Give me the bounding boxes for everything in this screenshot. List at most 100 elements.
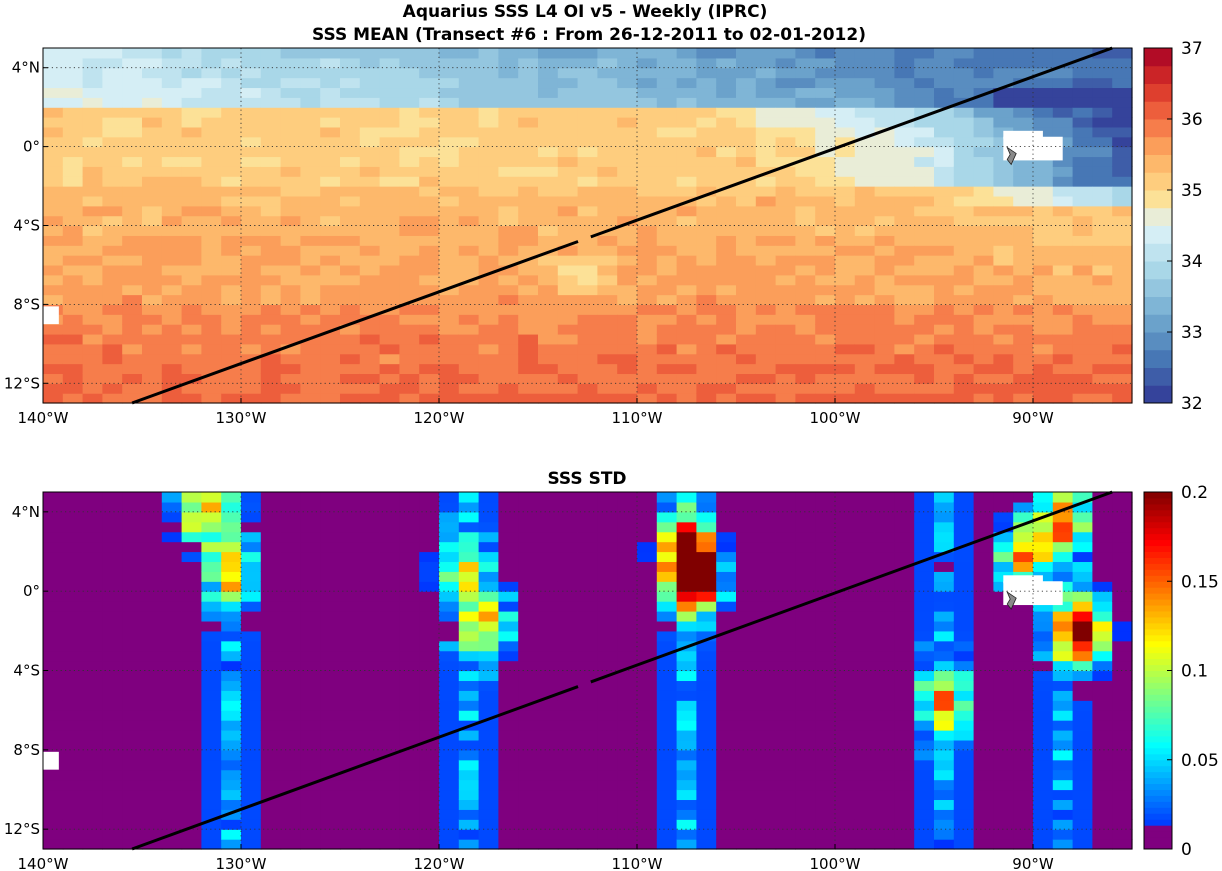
missing-data xyxy=(43,575,1063,770)
colorbar-swatch xyxy=(1144,628,1172,636)
grid-lines xyxy=(43,48,1132,403)
colorbar-swatch xyxy=(1144,521,1172,529)
colorbar-swatch xyxy=(1144,48,1172,67)
colorbar-swatch xyxy=(1144,801,1172,808)
colorbar-swatch xyxy=(1144,575,1172,582)
colorbar-swatch xyxy=(1144,599,1172,606)
colorbar-swatch xyxy=(1144,551,1172,558)
y-tick-label: 4°S xyxy=(13,217,40,235)
colorbar-swatch xyxy=(1144,509,1172,517)
colorbar-tick-label: 0 xyxy=(1181,840,1192,860)
colorbar-swatch xyxy=(1144,83,1172,102)
y-tick-label: 8°S xyxy=(13,295,40,313)
colorbar-swatch xyxy=(1144,527,1172,535)
colorbar-swatch xyxy=(1144,349,1172,368)
y-tick-label: 0° xyxy=(23,582,40,600)
colorbar-swatch xyxy=(1144,652,1172,660)
sss-std-colorbar: 0 0.05 0.1 0.15 0.2 xyxy=(1143,483,1219,860)
colorbar-tick-label: 0.2 xyxy=(1181,483,1208,503)
y-tick-label: 12°S xyxy=(4,820,40,838)
colorbar-swatch xyxy=(1144,581,1172,588)
colorbar-swatch xyxy=(1144,314,1172,333)
galapagos-land xyxy=(1006,146,1017,166)
y-tick-label: 8°S xyxy=(13,741,40,759)
colorbar-swatch xyxy=(1144,682,1172,689)
colorbar-swatch xyxy=(1144,807,1172,814)
colorbar-swatch xyxy=(1144,706,1172,713)
colorbar-frame xyxy=(1143,47,1173,404)
x-tick-label: 100°W xyxy=(810,855,861,871)
colorbar-tick-label: 32 xyxy=(1181,394,1203,414)
y-tick-label: 4°N xyxy=(12,503,40,521)
colorbar-swatch xyxy=(1144,154,1172,173)
colorbar-swatch xyxy=(1144,783,1172,790)
colorbar-swatch xyxy=(1144,492,1172,499)
colorbar-swatch xyxy=(1144,735,1172,743)
colorbar-swatch xyxy=(1144,569,1172,576)
colorbar-tick-label: 35 xyxy=(1181,181,1203,201)
colorbar-tick-label: 37 xyxy=(1181,39,1203,59)
std-panel-title: SSS STD xyxy=(547,469,626,489)
colorbar-swatch xyxy=(1144,837,1172,844)
x-tick-label: 110°W xyxy=(612,409,663,427)
colorbar-swatch xyxy=(1144,515,1172,523)
colorbar-swatch xyxy=(1144,694,1172,701)
colorbar-swatch xyxy=(1144,700,1172,707)
galapagos-land xyxy=(1006,591,1017,610)
colorbar-tick-label: 0.05 xyxy=(1181,751,1219,771)
colorbar-swatch xyxy=(1144,765,1172,773)
colorbar-swatch xyxy=(1144,296,1172,315)
sss-mean-field xyxy=(43,48,1133,404)
sss-std-field xyxy=(43,492,1133,850)
transect-line xyxy=(131,685,579,851)
colorbar-swatch xyxy=(1144,747,1172,755)
colorbar-swatch xyxy=(1144,646,1172,654)
colorbar-swatch xyxy=(1144,385,1172,404)
colorbar-swatch xyxy=(1144,172,1172,191)
colorbar-swatch xyxy=(1144,759,1172,767)
colorbar-swatch xyxy=(1144,622,1172,630)
colorbar-swatch xyxy=(1144,605,1172,612)
colorbar-swatch xyxy=(1144,207,1172,226)
colorbar-swatch xyxy=(1144,670,1172,677)
missing-data-cell xyxy=(1003,136,1063,161)
transect-line xyxy=(590,490,1113,684)
x-tick-label: 130°W xyxy=(216,855,267,871)
x-tick-label: 120°W xyxy=(414,409,465,427)
colorbar-swatch xyxy=(1144,533,1172,541)
colorbar-swatch xyxy=(1144,712,1172,719)
colorbar-swatch xyxy=(1144,640,1172,648)
colorbar-tick-label: 36 xyxy=(1181,110,1203,130)
x-tick-label: 110°W xyxy=(612,855,663,871)
colorbar-swatch xyxy=(1144,753,1172,761)
x-tick-label: 120°W xyxy=(414,855,465,871)
colorbar-swatch xyxy=(1144,503,1172,511)
colorbar-swatch xyxy=(1144,718,1172,725)
colorbar-swatch xyxy=(1144,497,1172,505)
colorbar-swatch xyxy=(1144,587,1172,594)
colorbar-swatch xyxy=(1144,813,1172,820)
colorbar-swatch xyxy=(1144,831,1172,838)
figure-title-line1: Aquarius SSS L4 OI v5 - Weekly (IPRC) xyxy=(403,2,768,22)
transect-line xyxy=(590,46,1113,239)
colorbar-swatch xyxy=(1144,688,1172,695)
colorbar-swatch xyxy=(1144,101,1172,120)
colorbar-swatch xyxy=(1144,789,1172,796)
colorbar-tick-label: 34 xyxy=(1181,252,1203,272)
y-tick-label: 4°N xyxy=(12,59,40,77)
colorbar-swatch xyxy=(1144,658,1172,666)
colorbar-tick-label: 33 xyxy=(1181,323,1203,343)
missing-data-cell xyxy=(43,306,59,325)
colorbar-swatch xyxy=(1144,261,1172,280)
missing-data xyxy=(43,130,1063,325)
colorbar-swatch xyxy=(1144,819,1172,826)
colorbar-swatch xyxy=(1144,545,1172,552)
colorbar-swatch xyxy=(1144,190,1172,209)
figure-title-line2: SSS MEAN (Transect #6 : From 26-12-2011 … xyxy=(312,25,866,45)
missing-data-cell xyxy=(1003,575,1043,584)
missing-data-cell xyxy=(1003,130,1043,139)
colorbar-tick-label: 0.15 xyxy=(1181,572,1219,592)
colorbar-swatch xyxy=(1144,65,1172,84)
colorbar-swatch xyxy=(1144,563,1172,570)
